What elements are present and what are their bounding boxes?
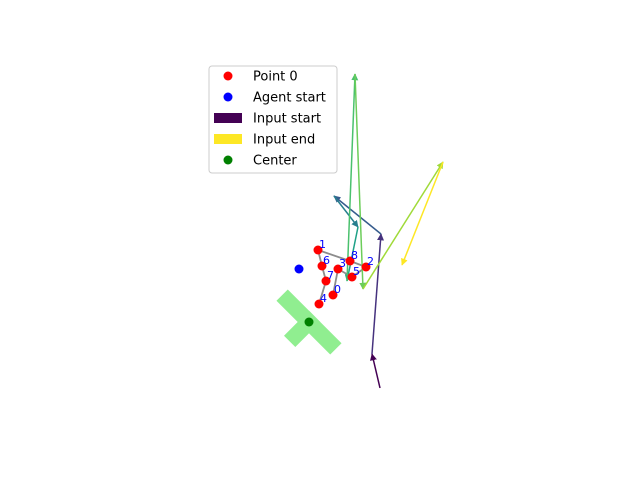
point-label-0: 0	[334, 283, 341, 296]
point-label-6: 6	[323, 254, 330, 267]
legend-label-center: Center	[253, 154, 297, 169]
special-markers	[294, 264, 314, 327]
point-label-1: 1	[319, 238, 326, 251]
legend-frame	[208, 65, 338, 174]
input-arrows	[333, 73, 444, 389]
point-8	[345, 256, 355, 266]
input-arrow-3	[333, 195, 359, 228]
input-arrow-5	[346, 73, 359, 282]
target-points	[313, 245, 371, 309]
center-marker	[304, 317, 314, 327]
point-1	[313, 245, 323, 255]
point-7	[321, 276, 331, 286]
point-label-7: 7	[327, 269, 334, 282]
legend-label-input-start: Input start	[253, 112, 321, 127]
point-link-3	[317, 249, 351, 262]
point-2	[361, 262, 371, 272]
input-arrow-4	[344, 226, 359, 282]
center-cross-shape	[276, 289, 342, 355]
legend-marker-point-0	[223, 71, 233, 81]
input-arrow-7	[362, 161, 444, 290]
legend-marker-input-start	[214, 113, 242, 123]
legend-label-agent-start: Agent start	[253, 91, 326, 106]
point-5	[347, 272, 357, 282]
point-4	[314, 299, 324, 309]
point-label-5: 5	[353, 265, 360, 278]
point-label-3: 3	[339, 257, 346, 270]
legend-marker-agent-start	[223, 92, 233, 102]
agent-start-marker	[294, 264, 304, 274]
point-3	[333, 264, 343, 274]
legend-label-input-end: Input end	[253, 133, 315, 148]
input-arrow-6	[354, 73, 367, 290]
point-label-4: 4	[320, 292, 327, 305]
legend-marker-center	[223, 155, 233, 165]
legend: Point 0 Agent start Input start Input end Ce…	[208, 65, 338, 174]
point-0	[328, 290, 338, 300]
legend-marker-input-end	[214, 134, 242, 144]
center-cross	[276, 289, 342, 355]
point-6	[317, 261, 327, 271]
input-arrow-2	[333, 195, 382, 235]
legend-label-point-0: Point 0	[253, 70, 298, 85]
point-label-8: 8	[351, 249, 358, 262]
point-labels: 0 1 2 3 4 5 6 7 8	[319, 238, 374, 305]
point-label-2: 2	[367, 255, 374, 268]
input-arrow-8	[401, 161, 444, 266]
input-arrow-0	[370, 353, 381, 389]
input-arrow-1	[371, 233, 385, 355]
